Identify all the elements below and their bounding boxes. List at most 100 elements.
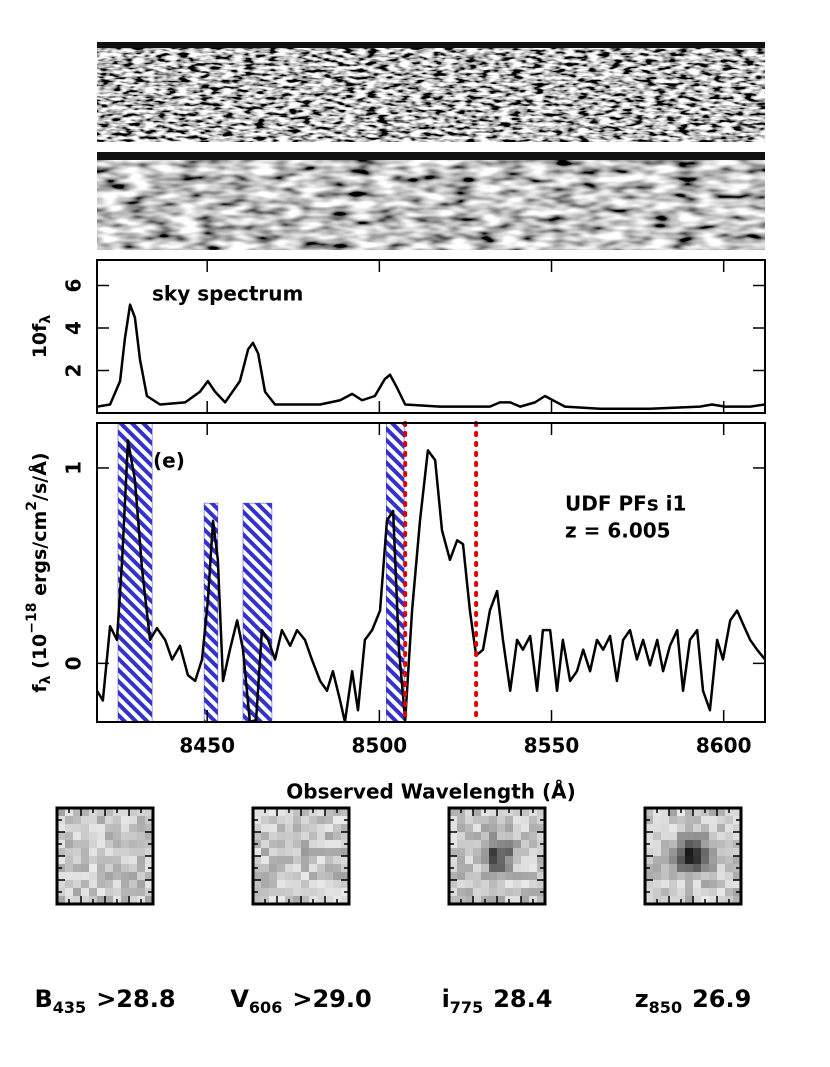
- stamp-pixel: [285, 824, 293, 832]
- stamp-pixel: [717, 864, 725, 872]
- stamp-pixel: [481, 824, 489, 832]
- stamp-pixel: [709, 808, 717, 816]
- stamp-pixel: [113, 856, 121, 864]
- stamp-pixel: [669, 816, 677, 824]
- stamp-pixel: [537, 896, 545, 904]
- stamp-pixel: [725, 872, 733, 880]
- stamp-pixel: [733, 880, 741, 888]
- stamp-pixel: [333, 856, 341, 864]
- stamp-pixel: [653, 840, 661, 848]
- stamp-pixel: [253, 896, 261, 904]
- stamp-pixel: [725, 864, 733, 872]
- stamp-pixel: [293, 880, 301, 888]
- stamp-pixel: [653, 848, 661, 856]
- stamp-pixel: [97, 816, 105, 824]
- stamp-pixel: [645, 872, 653, 880]
- stamp-pixel: [113, 872, 121, 880]
- stamp-pixel: [717, 824, 725, 832]
- stamp-pixel: [325, 832, 333, 840]
- stamp-pixel: [137, 848, 145, 856]
- stamp-pixel: [505, 888, 513, 896]
- stamp-pixel: [693, 832, 701, 840]
- stamp-pixel: [261, 848, 269, 856]
- stamp-pixel: [489, 888, 497, 896]
- stamp-pixel: [285, 848, 293, 856]
- stamp-pixel: [645, 856, 653, 864]
- stamp-pixel: [717, 808, 725, 816]
- stamp-pixel: [677, 816, 685, 824]
- stamp-pixel: [113, 848, 121, 856]
- stamp-pixel: [709, 816, 717, 824]
- stamp-pixel: [449, 880, 457, 888]
- stamp-pixel: [309, 880, 317, 888]
- band-name: i: [442, 985, 450, 1013]
- stamp-pixel: [497, 848, 505, 856]
- stamp-pixel: [145, 880, 153, 888]
- stamp-pixel: [669, 888, 677, 896]
- stamp-pixel: [145, 832, 153, 840]
- stamp-pixel: [89, 888, 97, 896]
- stamp-pixel: [89, 856, 97, 864]
- stamp-pixel: [285, 840, 293, 848]
- hatched-band: [203, 502, 219, 722]
- stamp-pixel: [685, 848, 693, 856]
- stamp-pixel: [521, 872, 529, 880]
- stamp-pixel: [457, 840, 465, 848]
- stamp-pixel: [121, 864, 129, 872]
- stamp-pixel: [685, 896, 693, 904]
- stamp-pixel: [693, 856, 701, 864]
- stamp-pixel: [661, 880, 669, 888]
- stamp-pixel: [505, 824, 513, 832]
- stamp-pixel: [301, 832, 309, 840]
- stamp-pixel: [285, 888, 293, 896]
- stamp-pixel: [105, 856, 113, 864]
- stamp-pixel: [269, 824, 277, 832]
- stamp-pixel: [89, 872, 97, 880]
- stamp-pixel: [97, 832, 105, 840]
- stamp-pixel: [261, 880, 269, 888]
- stamp-pixel: [129, 880, 137, 888]
- stamp-pixel: [521, 848, 529, 856]
- stamp-pixel: [661, 808, 669, 816]
- stamp-pixel: [473, 808, 481, 816]
- stamp-pixel: [81, 832, 89, 840]
- stamp-pixel: [693, 880, 701, 888]
- stamp-pixel: [285, 864, 293, 872]
- stamp-pixel: [701, 832, 709, 840]
- stamp-pixel: [733, 824, 741, 832]
- stamp-pixel: [669, 872, 677, 880]
- stamp-pixel: [669, 880, 677, 888]
- image-stamp: [251, 806, 351, 906]
- stamp-pixel: [105, 888, 113, 896]
- stamp-pixel: [277, 808, 285, 816]
- stamp-pixel: [121, 824, 129, 832]
- stamp-pixel: [497, 824, 505, 832]
- stamp-pixel: [57, 872, 65, 880]
- stamp-pixel: [709, 824, 717, 832]
- stamp-pixel: [301, 888, 309, 896]
- stamp-pixel: [277, 864, 285, 872]
- y-axis-label-part: −18: [24, 603, 40, 634]
- stamp-pixel: [325, 896, 333, 904]
- stamp-pixel: [521, 824, 529, 832]
- stamp-pixel: [473, 840, 481, 848]
- stamp-pixel: [253, 824, 261, 832]
- spectrum-line: [97, 303, 765, 410]
- stamp-pixel: [97, 824, 105, 832]
- stamp-pixel: [733, 832, 741, 840]
- stamp-pixel: [65, 864, 73, 872]
- stamp-pixel: [317, 896, 325, 904]
- annotation: UDF PFs i1: [565, 492, 686, 516]
- stamp-pixel: [513, 816, 521, 824]
- band-wavelength: 435: [53, 998, 86, 1017]
- stamp-pixel: [465, 848, 473, 856]
- stamp-pixel: [145, 872, 153, 880]
- stamp-pixel: [57, 896, 65, 904]
- stamp-pixel: [137, 880, 145, 888]
- x-tick-label: 8500: [352, 734, 408, 758]
- stamp-pixel: [725, 880, 733, 888]
- stamp-pixel: [521, 840, 529, 848]
- stamp-pixel: [677, 848, 685, 856]
- stamp-pixel: [57, 824, 65, 832]
- stamp-pixel: [693, 864, 701, 872]
